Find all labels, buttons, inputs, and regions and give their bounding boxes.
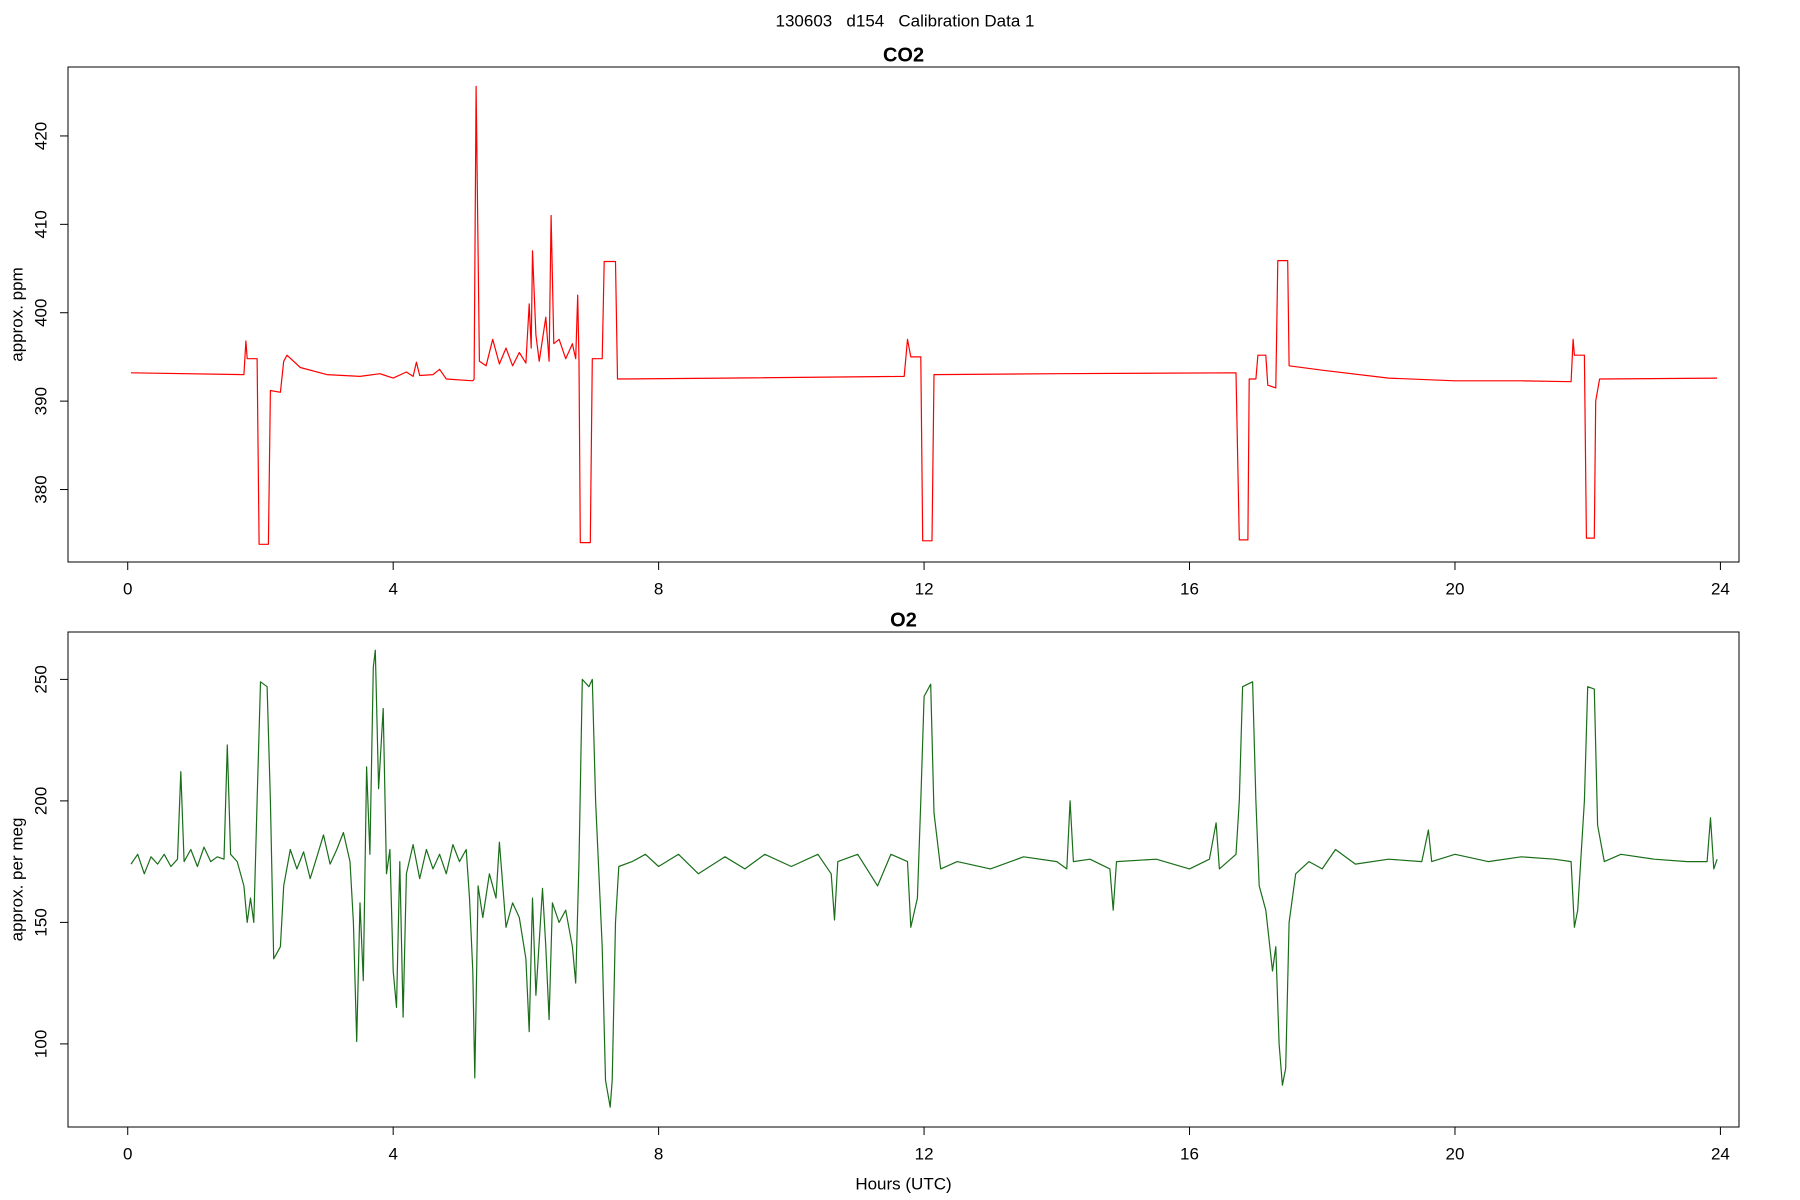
x-tick-label: 16 [1180, 1144, 1199, 1163]
x-tick-label: 24 [1711, 579, 1730, 598]
x-tick-label: 8 [654, 1144, 663, 1163]
y-axis-label: approx. per meg [7, 818, 26, 942]
x-tick-label: 12 [915, 1144, 934, 1163]
x-tick-label: 0 [123, 579, 132, 598]
data-line [130, 85, 1718, 545]
x-tick-label: 12 [915, 579, 934, 598]
x-tick-label: 20 [1446, 579, 1465, 598]
plot-frame [67, 66, 1740, 563]
chart-title: CO2 [883, 44, 924, 66]
chart-title: O2 [890, 609, 917, 631]
y-tick-label: 250 [31, 665, 50, 693]
y-tick-label: 420 [31, 122, 50, 150]
y-tick-label: 410 [31, 210, 50, 238]
y-tick-label: 390 [31, 387, 50, 415]
y-tick-label: 200 [31, 787, 50, 815]
y-tick-label: 100 [31, 1030, 50, 1058]
x-tick-label: 24 [1711, 1144, 1730, 1163]
y-tick-label: 150 [31, 908, 50, 936]
y-tick-label: 400 [31, 299, 50, 327]
y-axis-label: approx. ppm [7, 267, 26, 362]
x-tick-label: 20 [1446, 1144, 1465, 1163]
plot-frame [67, 631, 1740, 1128]
x-tick-label: 4 [388, 579, 397, 598]
x-axis-label: Hours (UTC) [855, 1174, 951, 1193]
x-tick-label: 4 [388, 1144, 397, 1163]
y-tick-label: 380 [31, 475, 50, 503]
x-tick-label: 0 [123, 1144, 132, 1163]
data-line [130, 649, 1718, 1108]
x-tick-label: 16 [1180, 579, 1199, 598]
figure-title: 130603 d154 Calibration Data 1 [776, 11, 1035, 30]
x-tick-label: 8 [654, 579, 663, 598]
